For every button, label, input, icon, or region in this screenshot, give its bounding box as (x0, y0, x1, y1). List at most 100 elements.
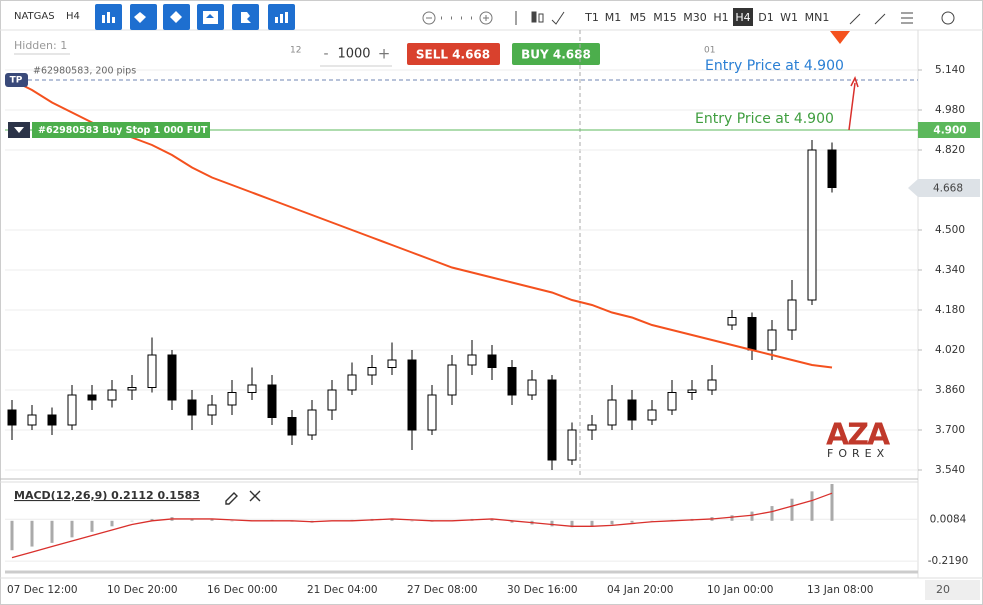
candle-body (207, 404, 217, 416)
order-toggle-glyph (14, 127, 24, 133)
chart-type-icons (515, 11, 955, 25)
candle-body (807, 149, 817, 301)
y-tick-label: 4.980 (935, 104, 965, 116)
macd-signal (11, 492, 833, 559)
candle-body (787, 299, 797, 331)
draw-icons[interactable] (849, 12, 913, 25)
macd-bar (10, 520, 14, 551)
quantity[interactable]: 1000 (337, 47, 370, 62)
symbol[interactable]: NATGAS (14, 11, 55, 22)
candle-body (767, 329, 777, 351)
timeframe[interactable]: M1 (605, 11, 622, 24)
annotation-arrow (848, 76, 859, 131)
macd-bar (730, 515, 734, 521)
macd-bar (70, 520, 74, 538)
timeframe[interactable]: T1 (584, 11, 599, 24)
candle-icon[interactable] (531, 11, 537, 23)
minus-button[interactable]: - (323, 46, 328, 62)
candle-body (287, 417, 297, 436)
macd-bar (510, 520, 514, 523)
macd-bar (570, 520, 574, 528)
zoom-in-glyph (483, 15, 489, 21)
sell-label: SELL 4.668 (416, 48, 490, 62)
candle-body (187, 399, 197, 416)
tool-button[interactable] (197, 4, 224, 30)
macd-bar (590, 520, 594, 527)
macd-label[interactable]: MACD(12,26,9) 0.2112 0.1583 (14, 489, 200, 502)
candle-body (587, 424, 597, 431)
order-text: #62980583 Buy Stop 1 000 FUT (38, 125, 208, 136)
timeframe[interactable]: M30 (683, 11, 707, 24)
candle-body (387, 359, 397, 368)
panel-label: 12 (290, 46, 301, 56)
moving-average (11, 79, 833, 369)
candle-body (447, 364, 457, 396)
x-tick-label: 13 Jan 08:00 (807, 584, 873, 596)
macd-bar (190, 518, 194, 521)
annotation: Entry Price at 4.900 (705, 58, 844, 74)
period[interactable]: H4 (66, 11, 80, 22)
buy-button[interactable] (512, 43, 600, 65)
x-tick-label: 21 Dec 04:00 (307, 584, 378, 596)
panel-label: 01 (704, 46, 715, 56)
y-tick-label: 4.020 (935, 344, 965, 356)
candle-body (747, 317, 757, 351)
y-tick-label: -0.2190 (928, 555, 969, 567)
page-number: 20 (936, 583, 950, 596)
timeframe[interactable]: D1 (758, 11, 773, 24)
tp-tag[interactable] (5, 73, 28, 87)
macd-bar (770, 506, 774, 521)
page-box[interactable] (925, 580, 980, 600)
tool-icons (102, 11, 288, 24)
macd-bar (30, 520, 34, 547)
zoom-out[interactable] (422, 11, 436, 25)
zoom-in[interactable] (479, 11, 493, 25)
timeframe[interactable]: H1 (713, 11, 728, 24)
hidden-count[interactable]: Hidden: 1 (14, 39, 67, 52)
macd-tools[interactable] (225, 490, 261, 505)
logo-brand: AZA (826, 418, 891, 453)
candle-body (547, 379, 557, 461)
x-tick-label: 30 Dec 16:00 (507, 584, 578, 596)
timeframe[interactable]: M15 (653, 11, 677, 24)
candle-body (47, 414, 57, 426)
y-tick-label: 4.340 (935, 264, 965, 276)
candle-body (87, 394, 97, 401)
candle-body (707, 379, 717, 391)
candle-body (527, 379, 537, 396)
candle-icon[interactable] (538, 13, 544, 23)
timeframe[interactable]: MN1 (805, 11, 830, 24)
y-tick-label: 5.140 (935, 64, 965, 76)
macd-bar (650, 520, 654, 522)
macd-bar (630, 520, 634, 523)
line-icon[interactable] (551, 11, 565, 25)
order-tag[interactable] (32, 122, 210, 138)
candle-body (487, 354, 497, 368)
candle-body (127, 387, 137, 391)
y-tick-label: 4.500 (935, 224, 965, 236)
macd-bar (210, 518, 214, 521)
macd-bar (410, 520, 414, 522)
timeframe[interactable]: H4 (735, 11, 750, 24)
tool-buttons (95, 4, 295, 30)
settings-icon[interactable] (941, 11, 955, 25)
plus-button[interactable]: + (378, 45, 391, 63)
macd-bar (130, 520, 134, 522)
y-tick-label: 3.700 (935, 424, 965, 436)
y-tick-label: 3.860 (935, 384, 965, 396)
timeframe[interactable]: M5 (630, 11, 647, 24)
macd-bar (490, 518, 494, 521)
macd-pane: 0.0084 -0.2190 (5, 484, 968, 567)
y-tick-label: 4.180 (935, 304, 965, 316)
candle-body (367, 367, 377, 376)
timeframe[interactable]: W1 (780, 11, 798, 24)
candle-body (567, 429, 577, 461)
entry-price-tag (918, 122, 980, 138)
candle-body (307, 409, 317, 436)
zoom-control[interactable] (422, 11, 493, 25)
sell-button[interactable] (407, 43, 500, 65)
y-tick-label: 4.820 (935, 144, 965, 156)
scroll-marker[interactable] (830, 31, 850, 44)
macd-bar (90, 520, 94, 532)
